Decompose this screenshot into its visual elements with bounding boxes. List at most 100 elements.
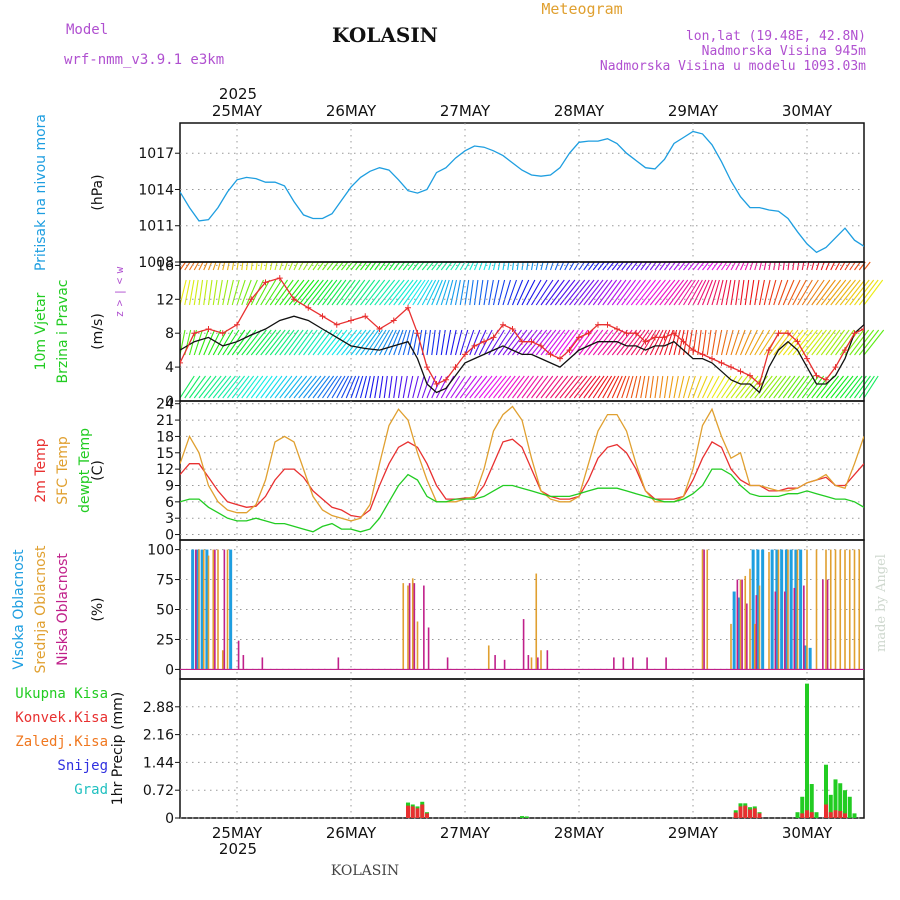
top-year-label: 2025 bbox=[219, 85, 257, 103]
wind-arrow bbox=[369, 279, 391, 306]
wind-arrow bbox=[830, 329, 850, 356]
wind-arrow bbox=[397, 329, 407, 356]
wind-arrow bbox=[464, 329, 475, 356]
wind-arrow bbox=[421, 279, 437, 306]
watermark: made by Angel bbox=[874, 554, 889, 652]
lonlat-label: lon,lat (19.48E, 42.8N) bbox=[686, 29, 866, 44]
wind-arrow bbox=[592, 375, 609, 399]
wind-arrow bbox=[379, 279, 400, 306]
precip-legend-label: Ukupna Kisa bbox=[15, 686, 108, 702]
wind-arrow bbox=[274, 261, 278, 271]
wind-arrow bbox=[678, 329, 685, 356]
wind-arrow bbox=[440, 279, 450, 306]
wind-arrow bbox=[763, 279, 771, 306]
wind-arrow bbox=[426, 261, 434, 271]
bar-cloud-1 bbox=[530, 657, 533, 670]
gust-marker bbox=[205, 325, 212, 332]
wind-arrow bbox=[407, 279, 426, 306]
y-tick-label: 0 bbox=[165, 811, 174, 827]
bar-cloud-2 bbox=[803, 585, 805, 670]
bar-precip-1 bbox=[420, 804, 425, 818]
wind-arrow bbox=[550, 279, 571, 306]
wind-arrow bbox=[858, 375, 875, 399]
wind-arrow bbox=[701, 279, 713, 306]
wind-arrow bbox=[440, 261, 448, 271]
wind-arrow bbox=[744, 329, 758, 356]
wind-arrow bbox=[773, 279, 783, 306]
wind-arrow bbox=[502, 329, 522, 356]
model-label: Model bbox=[66, 22, 108, 38]
wind-arrow bbox=[626, 329, 646, 356]
top-day-labels: 25MAY 26MAY 27MAY 28MAY 29MAY 30MAY bbox=[212, 102, 833, 120]
wind-arrow bbox=[844, 375, 863, 399]
wind-arrow bbox=[820, 375, 840, 399]
compass-label: w bbox=[113, 266, 126, 273]
wind-arrow bbox=[602, 329, 624, 356]
panel-data bbox=[180, 549, 864, 671]
wind-arrow bbox=[635, 329, 654, 356]
wind-arrow bbox=[716, 261, 723, 271]
wind-arrow bbox=[739, 329, 752, 356]
wind-arrow bbox=[303, 329, 323, 356]
wind-arrow bbox=[407, 261, 415, 271]
gust-marker bbox=[276, 275, 283, 282]
gust-marker bbox=[519, 338, 525, 345]
wind-arrow bbox=[706, 279, 717, 306]
wind-arrow bbox=[345, 279, 366, 306]
bottom-day-label: 27MAY bbox=[440, 824, 491, 842]
wind-arrow bbox=[645, 329, 661, 356]
wind-arrow bbox=[284, 279, 305, 306]
bar-cloud-2 bbox=[665, 657, 667, 670]
gust-marker bbox=[699, 351, 706, 358]
gust-marker bbox=[576, 334, 582, 341]
wind-arrow bbox=[341, 261, 349, 271]
wind-arrow bbox=[260, 375, 278, 399]
bar-cloud-0 bbox=[784, 549, 788, 670]
wind-arrow bbox=[526, 329, 548, 356]
bar-cloud-2 bbox=[408, 583, 411, 670]
wind-arrow bbox=[450, 329, 457, 356]
wind-arrow bbox=[815, 261, 820, 271]
wind-arrow bbox=[455, 375, 472, 399]
bar-cloud-2 bbox=[703, 549, 705, 670]
bar-cloud-1 bbox=[815, 549, 818, 670]
wind-arrow bbox=[630, 261, 638, 271]
bar-cloud-1 bbox=[834, 549, 837, 670]
wind-arrow bbox=[763, 375, 782, 399]
gust-marker bbox=[538, 342, 544, 349]
y-tick-label: 8 bbox=[165, 326, 174, 342]
bar-cloud-0 bbox=[732, 591, 736, 670]
bar-precip-0 bbox=[809, 784, 814, 818]
wind-arrow bbox=[231, 329, 251, 356]
wind-arrow bbox=[640, 261, 648, 271]
wind-arrow bbox=[407, 375, 414, 399]
top-day-label: 29MAY bbox=[668, 102, 719, 120]
wind-arrow bbox=[431, 329, 436, 356]
wind-arrow bbox=[193, 375, 212, 399]
panel-data bbox=[180, 405, 864, 533]
wind-arrow bbox=[554, 261, 559, 271]
wind-arrow bbox=[844, 261, 851, 271]
bar-cloud-0 bbox=[756, 549, 760, 670]
wind-arrow bbox=[203, 375, 222, 399]
wind-arrow bbox=[825, 279, 847, 306]
wind-arrow bbox=[269, 261, 273, 271]
wind-arrow bbox=[303, 375, 322, 399]
wind-arrow bbox=[203, 329, 216, 356]
wind-arrow bbox=[307, 329, 328, 356]
y-tick-label: 1017 bbox=[138, 146, 174, 162]
wind-arrow bbox=[573, 279, 595, 306]
wind-arrow bbox=[459, 261, 466, 271]
wind-arrow bbox=[740, 375, 759, 399]
wind-arrow bbox=[322, 261, 329, 271]
wind-arrow bbox=[721, 375, 738, 399]
bar-precip-0 bbox=[524, 816, 529, 818]
wind-arrow bbox=[388, 375, 393, 399]
wind-arrow bbox=[611, 279, 632, 306]
wind-arrow bbox=[511, 261, 515, 271]
wind-arrow bbox=[730, 261, 737, 271]
wind-arrow bbox=[758, 261, 763, 271]
wind-arrow bbox=[369, 261, 377, 271]
gust-marker bbox=[709, 355, 715, 362]
